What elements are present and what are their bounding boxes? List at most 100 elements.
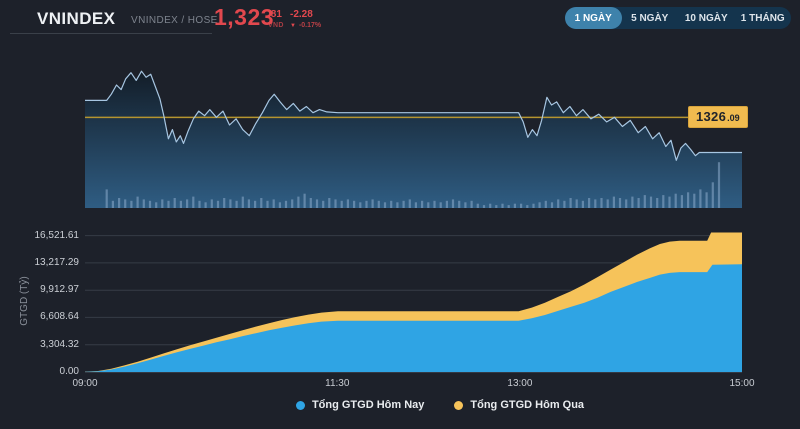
volume-bar xyxy=(464,202,467,208)
volume-bar xyxy=(662,195,665,208)
volume-bar xyxy=(637,198,640,208)
volume-bar xyxy=(371,199,374,208)
volume-bar xyxy=(173,198,176,208)
legend-dot-icon xyxy=(295,400,305,410)
reference-price-value: 1326 xyxy=(696,109,727,124)
volume-bar xyxy=(297,196,300,208)
volume-bar xyxy=(161,199,164,208)
volume-bar xyxy=(544,200,547,208)
x-tick-label: 11:30 xyxy=(325,378,350,389)
volume-bar xyxy=(130,200,133,208)
volume-bar xyxy=(526,205,529,208)
volume-bar xyxy=(513,203,516,208)
volume-bar xyxy=(210,199,213,208)
price-chart[interactable] xyxy=(85,65,742,208)
y-tick-label: 13,217.29 xyxy=(34,256,80,268)
price-change-percent: -0.17% xyxy=(298,22,322,29)
x-tick-label: 09:00 xyxy=(72,378,98,389)
gtgd-chart[interactable] xyxy=(85,230,742,374)
volume-bar xyxy=(458,200,461,208)
volume-bar xyxy=(649,196,653,208)
volume-bar xyxy=(439,202,442,208)
title-underline xyxy=(10,33,212,34)
y-tick-label: 16,521.61 xyxy=(34,229,80,241)
volume-bar xyxy=(693,193,696,208)
volume-bar xyxy=(687,192,690,208)
volume-bar xyxy=(631,196,634,208)
volume-bar xyxy=(470,200,473,208)
volume-bar xyxy=(445,200,448,208)
price-area-fill xyxy=(85,71,742,208)
reference-price-label: 1326 .09 xyxy=(688,106,748,128)
volume-bar xyxy=(365,200,368,208)
y-tick-label: 0.00 xyxy=(59,366,79,377)
volume-bar xyxy=(111,200,114,208)
volume-bar xyxy=(489,203,492,208)
volume-bar xyxy=(482,205,486,208)
volume-bar xyxy=(390,200,393,208)
volume-bar xyxy=(284,200,288,208)
last-price: 1,323 xyxy=(214,4,275,30)
volume-bar xyxy=(118,198,121,208)
legend-item-hom-nay[interactable]: Tổng GTGD Hôm Nay xyxy=(295,399,425,411)
volume-bar xyxy=(272,199,275,208)
symbol-title: VNINDEX xyxy=(37,9,116,28)
volume-bar xyxy=(520,203,523,208)
currency-label: VND xyxy=(268,22,284,29)
range-button-5-ngày[interactable]: 5 NGÀY xyxy=(631,12,669,24)
range-button-1-tháng[interactable]: 1 THÁNG xyxy=(740,12,785,24)
volume-bar xyxy=(451,199,455,208)
volume-bar xyxy=(291,199,294,208)
price-decimal-block: .81 VND xyxy=(268,9,284,29)
volume-bar xyxy=(334,199,337,208)
volume-bar xyxy=(216,200,220,208)
volume-bar xyxy=(353,200,356,208)
volume-bar xyxy=(625,199,628,208)
y-tick-label: 3,304.32 xyxy=(40,338,79,350)
volume-bar xyxy=(532,203,535,208)
volume-bar xyxy=(340,200,343,208)
volume-bar xyxy=(142,199,145,208)
volume-bar xyxy=(427,202,430,208)
volume-bar xyxy=(309,198,312,208)
legend-item-hom-qua[interactable]: Tổng GTGD Hôm Qua xyxy=(454,399,584,411)
volume-bar xyxy=(223,198,226,208)
volume-bar xyxy=(179,200,182,208)
range-button-10-ngày[interactable]: 10 NGÀY xyxy=(684,12,728,24)
volume-bar xyxy=(711,182,714,208)
volume-bar xyxy=(346,199,349,208)
volume-bar xyxy=(476,203,479,208)
volume-bar xyxy=(581,200,584,208)
chart-legend: Tổng GTGD Hôm Nay Tổng GTGD Hôm Qua xyxy=(40,399,800,411)
volume-bar xyxy=(507,205,510,208)
volume-bar xyxy=(575,199,578,208)
volume-bar xyxy=(155,202,158,208)
y-tick-label: 6,608.64 xyxy=(40,311,79,323)
legend-dot-icon xyxy=(454,400,464,410)
volume-bar xyxy=(563,200,566,208)
down-arrow-icon: ▼ xyxy=(290,22,296,29)
volume-bar xyxy=(612,196,615,208)
volume-bar xyxy=(421,200,424,208)
volume-bar xyxy=(204,202,207,208)
range-button-1-ngày[interactable]: 1 NGÀY xyxy=(565,7,622,29)
volume-bar xyxy=(433,200,436,208)
time-range-selector: 1 NGÀY 5 NGÀY 10 NGÀY 1 THÁNG xyxy=(565,7,791,29)
volume-bar xyxy=(247,199,250,208)
volume-bar xyxy=(606,199,609,208)
volume-bar xyxy=(186,199,189,208)
volume-bar xyxy=(569,198,572,208)
volume-bar xyxy=(699,189,702,208)
volume-bar xyxy=(148,200,152,208)
legend-label: Tổng GTGD Hôm Nay xyxy=(311,399,425,411)
volume-bar xyxy=(254,200,257,208)
volume-bar xyxy=(198,200,201,208)
volume-bar xyxy=(717,162,721,208)
volume-bar xyxy=(315,199,319,208)
volume-bar xyxy=(377,200,380,208)
volume-bar xyxy=(600,198,603,208)
volume-bar xyxy=(328,198,331,208)
volume-bar xyxy=(550,202,554,208)
area-series-today xyxy=(85,264,742,372)
